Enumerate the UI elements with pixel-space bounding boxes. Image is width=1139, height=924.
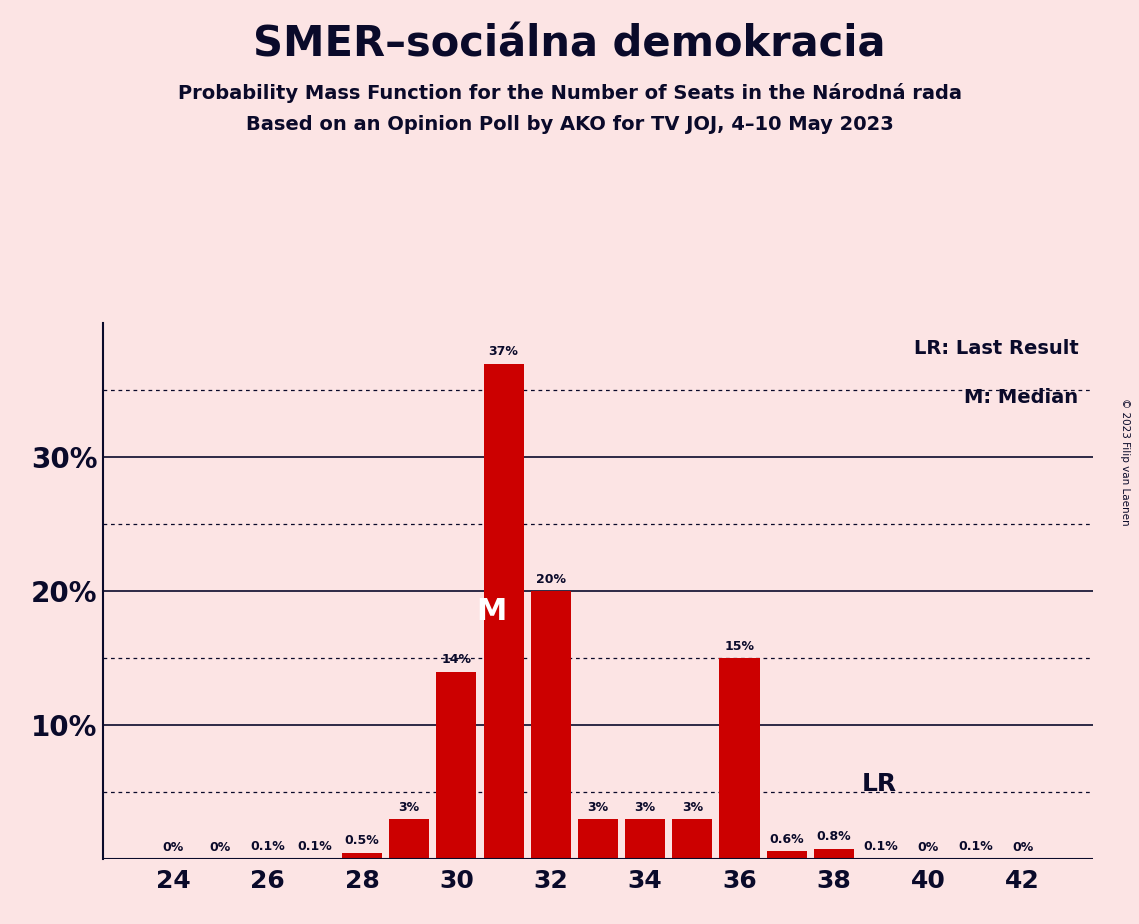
Bar [861,858,901,859]
Bar [577,820,618,859]
Text: Probability Mass Function for the Number of Seats in the Národná rada: Probability Mass Function for the Number… [178,83,961,103]
Bar [390,820,429,859]
Text: LR: LR [862,772,898,796]
Bar [295,858,335,859]
Text: M: Median: M: Median [965,388,1079,407]
Bar [436,672,476,859]
Text: 20%: 20% [535,573,566,586]
Text: 0.1%: 0.1% [958,840,993,853]
Text: 0.6%: 0.6% [770,833,804,846]
Bar [247,858,288,859]
Text: © 2023 Filip van Laenen: © 2023 Filip van Laenen [1120,398,1130,526]
Bar [814,848,854,859]
Text: 0.5%: 0.5% [345,834,379,847]
Text: 0.1%: 0.1% [863,840,899,853]
Bar [484,364,524,859]
Text: 0.1%: 0.1% [251,840,285,853]
Bar [342,853,382,859]
Text: Based on an Opinion Poll by AKO for TV JOJ, 4–10 May 2023: Based on an Opinion Poll by AKO for TV J… [246,115,893,134]
Text: 0%: 0% [918,841,939,854]
Text: 15%: 15% [724,640,754,653]
Text: 14%: 14% [442,653,472,666]
Text: M: M [476,597,507,626]
Text: LR: Last Result: LR: Last Result [913,339,1079,359]
Bar [956,858,995,859]
Bar [531,591,571,859]
Text: 0%: 0% [1013,841,1033,854]
Text: 0%: 0% [210,841,231,854]
Text: 3%: 3% [399,801,420,814]
Text: 0.8%: 0.8% [817,831,851,844]
Bar [767,851,806,859]
Bar [672,820,712,859]
Text: SMER–sociálna demokracia: SMER–sociálna demokracia [253,23,886,65]
Text: 3%: 3% [634,801,656,814]
Text: 0.1%: 0.1% [297,840,333,853]
Text: 3%: 3% [682,801,703,814]
Bar [720,658,760,859]
Bar [625,820,665,859]
Text: 0%: 0% [163,841,183,854]
Text: 37%: 37% [489,346,518,359]
Text: 3%: 3% [588,801,608,814]
